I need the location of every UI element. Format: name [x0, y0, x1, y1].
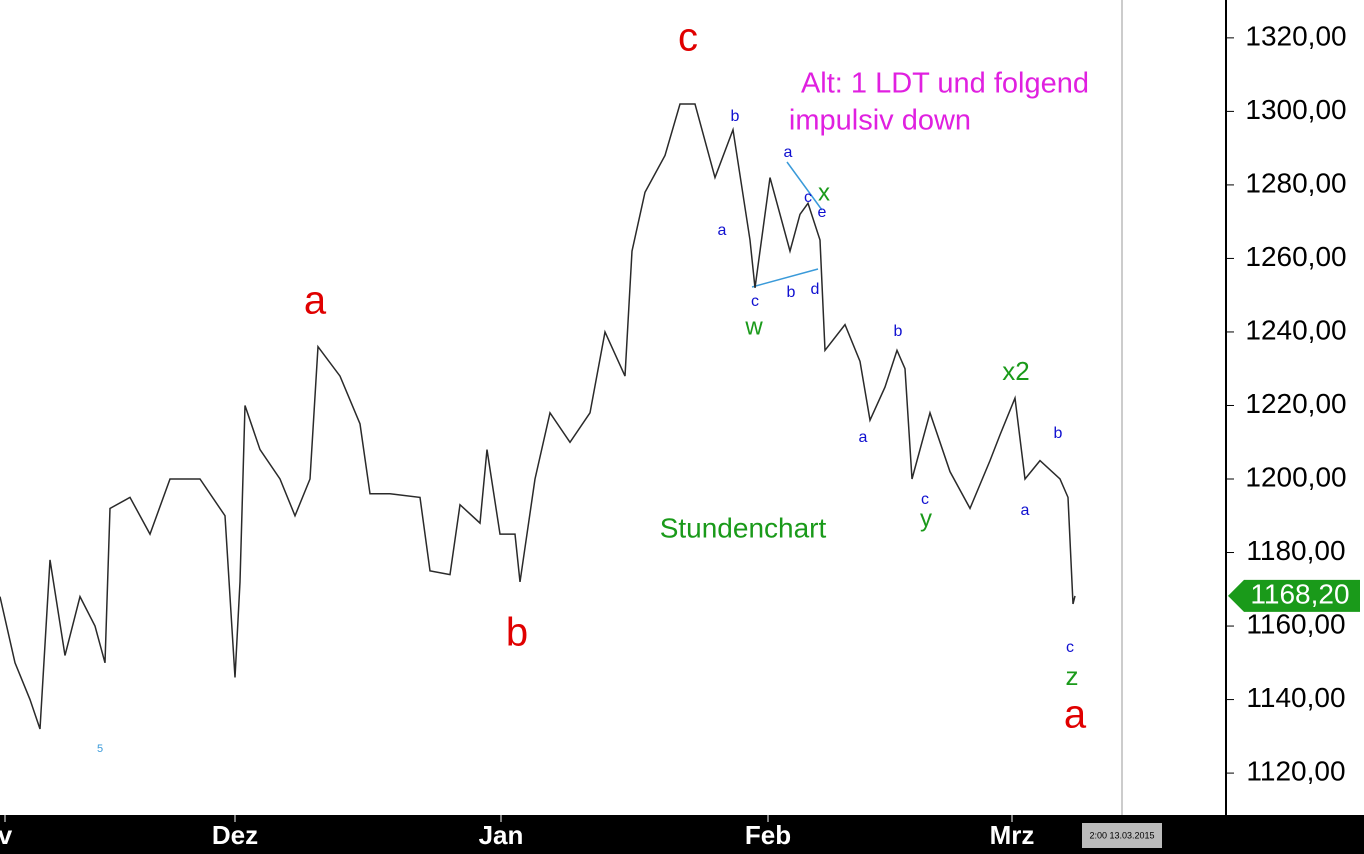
y-tick-label: 1140,00	[1246, 682, 1345, 713]
annotation: a	[859, 429, 868, 446]
annotation: impulsiv down	[789, 105, 971, 137]
annotation: z	[1066, 661, 1079, 691]
annotation: d	[811, 281, 820, 298]
annotation: w	[744, 313, 763, 340]
annotation: a	[1064, 693, 1087, 737]
annotation: x2	[1002, 356, 1029, 386]
y-tick-label: 1300,00	[1245, 94, 1346, 125]
annotation: b	[506, 611, 528, 655]
annotation: e	[818, 204, 827, 221]
annotation: c	[1066, 639, 1074, 656]
y-tick-label: 1200,00	[1245, 461, 1346, 492]
x-tick-label: Jan	[479, 820, 524, 850]
timestamp-box	[1082, 823, 1162, 848]
annotation: b	[894, 323, 903, 340]
y-tick-label: 1240,00	[1245, 314, 1346, 345]
annotation: c	[678, 16, 698, 60]
y-tick-label: 1260,00	[1245, 241, 1346, 272]
timestamp: 2:00 13.03.2015	[1089, 830, 1154, 840]
annotation: y	[920, 505, 932, 532]
trend-line	[786, 161, 823, 211]
y-tick-label: 1220,00	[1245, 388, 1346, 419]
x-tick-label: Dez	[212, 820, 258, 850]
annotation: x	[818, 179, 830, 206]
annotation: c	[921, 491, 929, 508]
annotation: c	[751, 293, 759, 310]
annotation: a	[718, 222, 727, 239]
annotation: c	[804, 189, 812, 206]
annotation: b	[731, 108, 740, 125]
annotation: Alt: 1 LDT und folgend	[801, 68, 1089, 100]
y-tick-label: 1160,00	[1246, 608, 1345, 639]
y-tick-label: 1120,00	[1246, 755, 1345, 786]
x-tick-label: v	[0, 820, 13, 850]
price-line	[0, 103, 1076, 730]
x-tick-label: Mrz	[990, 820, 1035, 850]
last-value-label: 1168,20	[1250, 578, 1349, 609]
y-tick-label: 1180,00	[1246, 535, 1345, 566]
annotation: b	[1054, 425, 1063, 442]
corner-note: 5	[97, 743, 103, 755]
annotation: a	[784, 144, 793, 161]
plot-area	[0, 0, 1226, 815]
last-value-tag	[1228, 579, 1360, 612]
y-tick-label: 1320,00	[1245, 20, 1346, 51]
chart-title: Stundenchart	[660, 512, 827, 543]
annotation: a	[1021, 502, 1030, 519]
trend-line	[751, 268, 819, 288]
annotation: a	[304, 279, 327, 323]
annotation: b	[787, 284, 796, 301]
x-tick-label: Feb	[745, 820, 791, 850]
y-tick-label: 1280,00	[1245, 167, 1346, 198]
